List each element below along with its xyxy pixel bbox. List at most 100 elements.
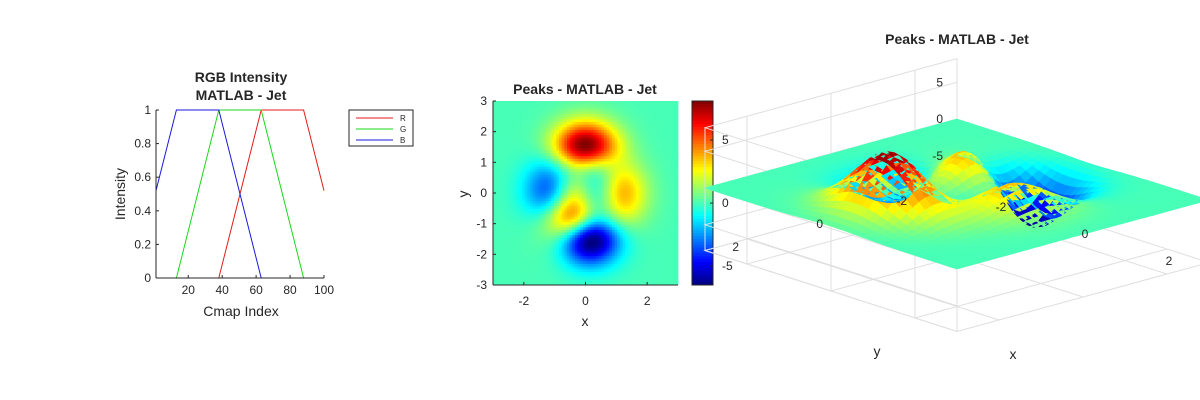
heatmap-cell — [596, 182, 600, 186]
heatmap-cell — [503, 132, 507, 136]
heatmap-cell — [614, 271, 618, 275]
heatmap-cell — [633, 124, 637, 128]
heatmap-cell — [654, 140, 658, 144]
heatmap-cell — [617, 153, 621, 157]
heatmap-cell — [530, 148, 534, 152]
heatmap-cell — [514, 221, 518, 225]
heatmap-cell — [641, 169, 645, 173]
heatmap-cell — [522, 103, 526, 107]
heatmap-cell — [537, 279, 541, 283]
heatmap-cell — [641, 195, 645, 199]
heatmap-cell — [664, 253, 668, 257]
heatmap-cell — [500, 227, 504, 231]
heatmap-cell — [535, 263, 539, 267]
heatmap-cell — [604, 224, 608, 228]
heatmap-cell — [619, 224, 623, 228]
heatmap-cell — [619, 227, 623, 231]
heatmap-cell — [569, 103, 573, 107]
heatmap-cell — [495, 232, 499, 236]
heatmap-cell — [654, 269, 658, 273]
heatmap-cell — [498, 153, 502, 157]
heatmap-cell — [630, 171, 634, 175]
heatmap-cell — [532, 179, 536, 183]
heatmap-cell — [503, 279, 507, 283]
heatmap-cell — [551, 277, 555, 281]
heatmap-cell — [585, 119, 589, 123]
heatmap-cell — [664, 114, 668, 118]
heatmap-cell — [590, 137, 594, 141]
heatmap-cell — [567, 145, 571, 149]
heatmap-cell — [527, 132, 531, 136]
heatmap-cell — [511, 166, 515, 170]
heatmap-cell — [590, 193, 594, 197]
heatmap-cell — [641, 166, 645, 170]
heatmap-cell — [524, 216, 528, 220]
chart2-ytick-label: -3 — [476, 278, 487, 292]
heatmap-cell — [540, 274, 544, 278]
heatmap-cell — [561, 227, 565, 231]
heatmap-cell — [543, 271, 547, 275]
heatmap-cell — [641, 200, 645, 204]
heatmap-cell — [503, 129, 507, 133]
heatmap-cell — [506, 137, 510, 141]
heatmap-cell — [572, 156, 576, 160]
heatmap-cell — [495, 140, 499, 144]
heatmap-cell — [500, 193, 504, 197]
heatmap-cell — [611, 274, 615, 278]
heatmap-cell — [556, 208, 560, 212]
heatmap-cell — [606, 153, 610, 157]
heatmap-cell — [675, 219, 679, 223]
heatmap-cell — [514, 158, 518, 162]
heatmap-cell — [493, 258, 497, 262]
colorbar-step — [692, 164, 713, 168]
heatmap-cell — [506, 156, 510, 160]
heatmap-cell — [611, 140, 615, 144]
heatmap-cell — [638, 137, 642, 141]
heatmap-cell — [511, 266, 515, 270]
heatmap-cell — [619, 206, 623, 210]
heatmap-cell — [659, 171, 663, 175]
heatmap-cell — [503, 137, 507, 141]
heatmap-cell — [540, 150, 544, 154]
heatmap-cell — [593, 103, 597, 107]
heatmap-cell — [508, 129, 512, 133]
heatmap-cell — [564, 135, 568, 139]
heatmap-cell — [580, 156, 584, 160]
heatmap-cell — [537, 227, 541, 231]
heatmap-cell — [641, 240, 645, 244]
heatmap-cell — [556, 261, 560, 265]
heatmap-cell — [540, 122, 544, 126]
heatmap-cell — [511, 221, 515, 225]
heatmap-cell — [537, 140, 541, 144]
heatmap-cell — [524, 124, 528, 128]
heatmap-cell — [670, 156, 674, 160]
heatmap-cell — [638, 211, 642, 215]
heatmap-cell — [532, 232, 536, 236]
heatmap-cell — [617, 250, 621, 254]
heatmap-cell — [530, 171, 534, 175]
heatmap-cell — [495, 148, 499, 152]
heatmap-cell — [604, 119, 608, 123]
heatmap-cell — [495, 171, 499, 175]
heatmap-cell — [643, 277, 647, 281]
heatmap-cell — [670, 145, 674, 149]
heatmap-cell — [561, 177, 565, 181]
heatmap-cell — [506, 187, 510, 191]
heatmap-cell — [670, 227, 674, 231]
heatmap-cell — [601, 250, 605, 254]
heatmap-cell — [598, 106, 602, 110]
heatmap-cell — [619, 277, 623, 281]
heatmap-cell — [641, 263, 645, 267]
heatmap-cell — [646, 106, 650, 110]
heatmap-cell — [537, 245, 541, 249]
heatmap-cell — [662, 124, 666, 128]
heatmap-cell — [656, 116, 660, 120]
heatmap-cell — [659, 271, 663, 275]
heatmap-cell — [606, 263, 610, 267]
heatmap-cell — [598, 250, 602, 254]
heatmap-cell — [580, 248, 584, 252]
heatmap-cell — [672, 119, 676, 123]
heatmap-cell — [506, 279, 510, 283]
heatmap-cell — [580, 143, 584, 147]
heatmap-cell — [617, 224, 621, 228]
